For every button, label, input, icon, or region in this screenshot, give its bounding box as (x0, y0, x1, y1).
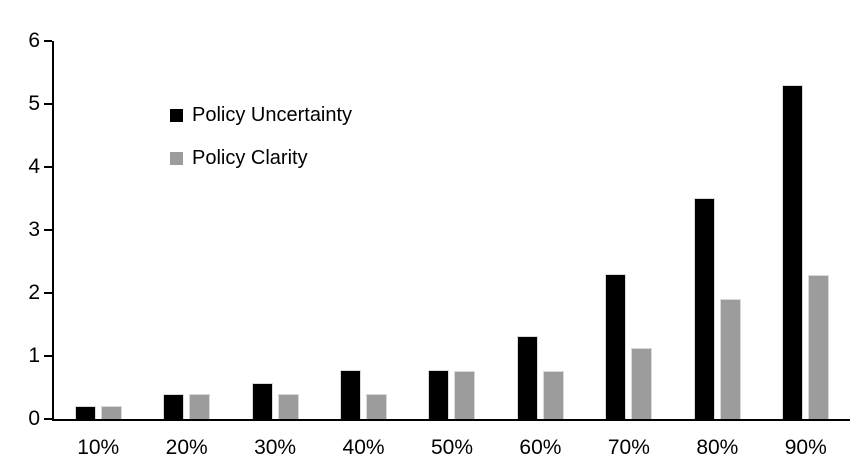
bar-policy-uncertainty-50% (428, 370, 450, 419)
x-axis-label-10%: 10% (77, 436, 120, 459)
bar-group-30%: 30% (231, 41, 319, 459)
bar-group-10%: 10% (54, 41, 142, 459)
bar-policy-uncertainty-60% (516, 336, 538, 419)
y-axis-label-2: 2 (28, 281, 40, 304)
bar-policy-clarity-90% (808, 275, 830, 419)
bar-policy-uncertainty-80% (693, 198, 715, 419)
y-axis-tick-4 (44, 166, 52, 168)
y-axis-tick-1 (44, 355, 52, 357)
bar-group-60%: 60% (496, 41, 584, 459)
bar-policy-clarity-60% (542, 371, 564, 419)
x-axis-label-80%: 80% (696, 436, 739, 459)
bar-group-20%: 20% (142, 41, 230, 459)
bar-policy-uncertainty-90% (782, 85, 804, 419)
plot-area: Policy Uncertainty Policy Clarity 0 1 2 3 4 5… (28, 30, 850, 459)
x-axis-label-20%: 20% (165, 436, 208, 459)
legend: Policy Uncertainty Policy Clarity (170, 105, 352, 168)
legend-label-policy-clarity: Policy Clarity (192, 147, 308, 169)
bar-group-90%: 90% (762, 41, 850, 459)
bar-group-40%: 40% (319, 41, 407, 459)
legend-item-policy-uncertainty: Policy Uncertainty (170, 105, 352, 125)
y-axis-tick-5 (44, 103, 52, 105)
bar-policy-uncertainty-10% (74, 406, 96, 419)
y-axis-label-5: 5 (28, 92, 40, 115)
legend-swatch-policy-uncertainty-icon (170, 108, 183, 122)
y-axis-tick-0 (44, 418, 52, 420)
bar-policy-uncertainty-70% (605, 274, 627, 419)
x-axis-label-50%: 50% (430, 436, 473, 459)
y-axis-label-3: 3 (28, 218, 40, 241)
bar-policy-clarity-40% (366, 394, 388, 419)
bar-policy-uncertainty-40% (340, 370, 362, 419)
bar-policy-clarity-80% (719, 299, 741, 419)
y-axis-tick-6 (44, 40, 52, 42)
bar-group-50%: 50% (408, 41, 496, 459)
bar-policy-clarity-50% (454, 371, 476, 419)
bar-policy-clarity-10% (100, 406, 122, 419)
y-axis-label-0: 0 (28, 407, 40, 430)
y-axis-label-6: 6 (28, 29, 40, 52)
x-axis-label-60%: 60% (519, 436, 562, 459)
y-axis-tick-3 (44, 229, 52, 231)
legend-swatch-policy-clarity-icon (170, 151, 183, 165)
legend-label-policy-uncertainty: Policy Uncertainty (192, 104, 353, 126)
x-axis-label-70%: 70% (607, 436, 650, 459)
bar-group-80%: 80% (673, 41, 761, 459)
x-axis-label-40%: 40% (342, 436, 385, 459)
x-axis-label-30%: 30% (254, 436, 297, 459)
y-axis-label-1: 1 (28, 344, 40, 367)
bar-policy-uncertainty-20% (163, 394, 185, 419)
y-axis-tick-2 (44, 292, 52, 294)
bar-policy-clarity-20% (189, 394, 211, 419)
legend-item-policy-clarity: Policy Clarity (170, 148, 352, 168)
y-axis-label-4: 4 (28, 155, 40, 178)
bar-policy-clarity-70% (631, 348, 653, 419)
bar-policy-clarity-30% (277, 394, 299, 419)
x-axis-label-90%: 90% (784, 436, 827, 459)
bar-policy-uncertainty-30% (251, 383, 273, 419)
bar-group-70%: 70% (585, 41, 673, 459)
